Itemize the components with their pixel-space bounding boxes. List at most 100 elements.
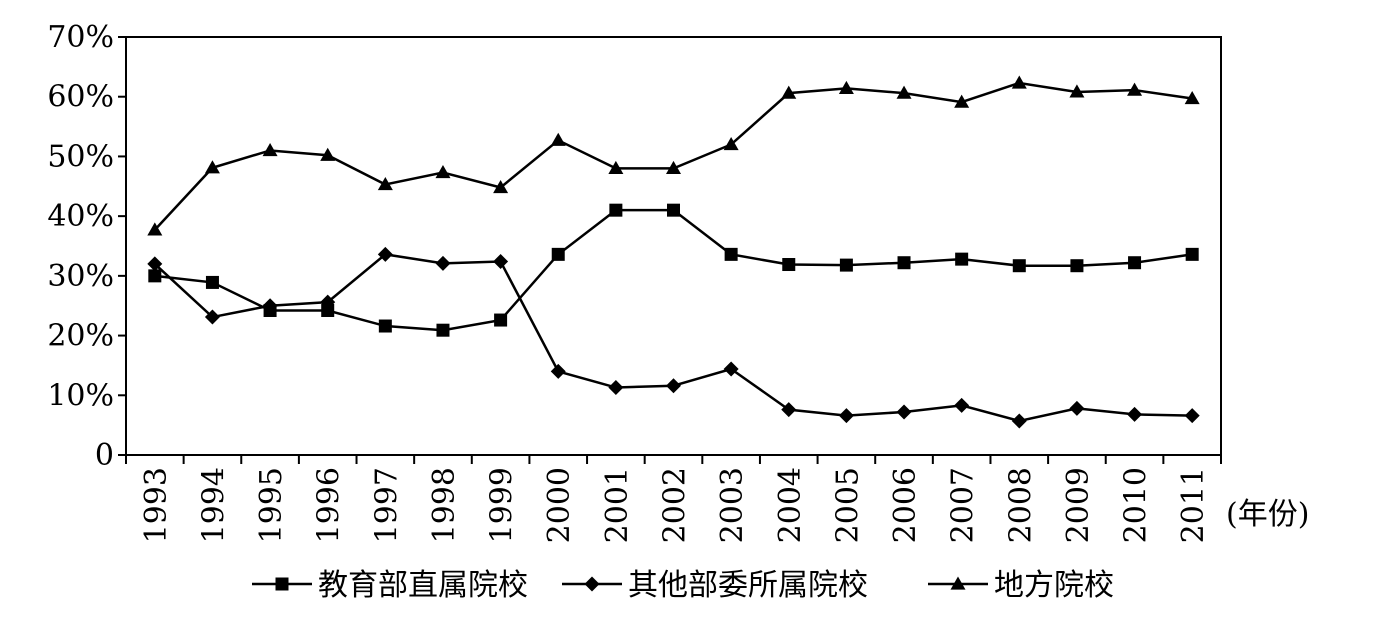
- data-point-triangle: [550, 132, 566, 146]
- data-point-square: [551, 247, 565, 261]
- data-point-triangle: [608, 160, 624, 174]
- data-point-diamond: [666, 378, 681, 394]
- x-tick-label: 1994: [196, 467, 231, 543]
- y-tick-label: 30%: [47, 259, 114, 294]
- x-tick-label: 2010: [1119, 467, 1154, 543]
- data-point-square: [839, 258, 853, 272]
- data-point-diamond: [1127, 406, 1143, 422]
- data-point-square: [436, 323, 450, 337]
- data-point-square: [1185, 247, 1199, 261]
- x-tick-label: 2011: [1176, 467, 1211, 543]
- data-point-triangle: [262, 142, 278, 157]
- data-point-diamond: [147, 256, 163, 272]
- series-square: [148, 203, 1199, 337]
- plot-area-frame: [125, 36, 1222, 456]
- legend-label: 其他部委所属院校: [628, 568, 868, 603]
- y-tick-label: 50%: [47, 139, 114, 174]
- data-point-diamond: [954, 397, 970, 413]
- x-axis-ticks: 1993 1994 1995 1996 1997 1998 1999 2000 2001 2002…: [125, 455, 1222, 543]
- x-tick-label: 2000: [542, 467, 577, 543]
- data-point-triangle: [1011, 75, 1027, 89]
- data-point-triangle: [781, 85, 797, 99]
- data-point-square: [724, 247, 738, 261]
- data-point-triangle: [204, 160, 220, 174]
- data-point-diamond: [896, 404, 912, 420]
- data-point-square: [1012, 259, 1026, 273]
- series-line: [153, 253, 1193, 423]
- data-point-triangle: [896, 85, 912, 99]
- y-tick-label: 0: [95, 438, 114, 473]
- x-tick-label: 2005: [830, 467, 865, 543]
- y-tick-label: 70%: [47, 20, 114, 55]
- data-point-square: [321, 303, 335, 317]
- data-point-diamond: [262, 298, 278, 314]
- data-point-triangle: [1184, 91, 1200, 105]
- data-point-diamond: [838, 408, 854, 424]
- x-tick-label: 2007: [946, 467, 981, 543]
- x-tick-label: 1999: [485, 467, 520, 543]
- x-tick-label: 1993: [139, 467, 174, 543]
- data-point-square: [955, 252, 969, 266]
- legend-label: 地方院校: [994, 568, 1114, 603]
- data-point-triangle: [723, 136, 739, 151]
- data-point-triangle: [435, 165, 451, 179]
- data-point-diamond: [204, 309, 220, 325]
- series-diamond: [147, 246, 1200, 429]
- x-tick-label: 1997: [369, 467, 404, 543]
- legend-item: 教育部直属院校: [252, 568, 528, 603]
- x-tick-label: 2008: [1003, 467, 1038, 543]
- x-tick-label: 2001: [600, 467, 635, 543]
- data-point-square: [1070, 259, 1084, 273]
- data-point-diamond: [608, 380, 624, 396]
- data-point-square: [609, 203, 623, 217]
- data-point-square: [275, 577, 289, 591]
- data-point-square: [205, 275, 219, 289]
- x-tick-label: 1998: [427, 467, 462, 543]
- data-point-square: [1128, 256, 1142, 270]
- y-axis-ticks: 0 10% 20% 30% 40% 50% 60% 70%: [47, 20, 126, 473]
- data-point-diamond: [781, 402, 797, 418]
- data-point-triangle: [950, 576, 966, 590]
- data-point-diamond: [377, 246, 393, 262]
- data-point-diamond: [550, 363, 566, 379]
- data-point-square: [494, 313, 508, 327]
- data-point-diamond: [1184, 408, 1200, 424]
- data-point-square: [378, 319, 392, 333]
- data-point-diamond: [493, 254, 509, 270]
- data-point-square: [667, 203, 680, 217]
- x-tick-label: 1996: [312, 467, 347, 543]
- data-point-triangle: [493, 179, 509, 194]
- data-point-triangle: [954, 94, 970, 108]
- data-point-triangle: [838, 80, 854, 94]
- series-line: [154, 208, 1193, 332]
- series-triangle: [147, 75, 1200, 236]
- data-point-triangle: [320, 147, 336, 161]
- x-tick-label: 1995: [254, 467, 289, 543]
- data-point-square: [897, 256, 911, 270]
- x-axis-unit-label: (年份): [1226, 497, 1309, 532]
- x-tick-label: 2004: [773, 467, 808, 543]
- y-tick-label: 40%: [47, 199, 114, 234]
- x-tick-label: 2003: [715, 467, 750, 543]
- data-point-square: [148, 269, 162, 283]
- data-point-diamond: [584, 576, 600, 592]
- y-tick-label: 10%: [47, 378, 114, 413]
- x-tick-label: 2006: [888, 467, 923, 543]
- data-point-triangle: [666, 160, 681, 174]
- data-point-diamond: [1069, 400, 1085, 416]
- axes: [125, 36, 1222, 456]
- data-point-triangle: [377, 176, 393, 191]
- data-point-triangle: [1127, 82, 1143, 96]
- data-point-diamond: [1011, 413, 1027, 429]
- data-point-diamond: [435, 255, 451, 271]
- data-point-triangle: [147, 222, 163, 236]
- data-point-diamond: [723, 361, 739, 377]
- legend-item: 其他部委所属院校: [562, 568, 868, 603]
- legend-label: 教育部直属院校: [318, 568, 528, 603]
- x-tick-label: 2002: [658, 467, 693, 543]
- series-group: [147, 75, 1200, 429]
- data-point-diamond: [320, 294, 336, 310]
- y-tick-label: 60%: [47, 80, 114, 115]
